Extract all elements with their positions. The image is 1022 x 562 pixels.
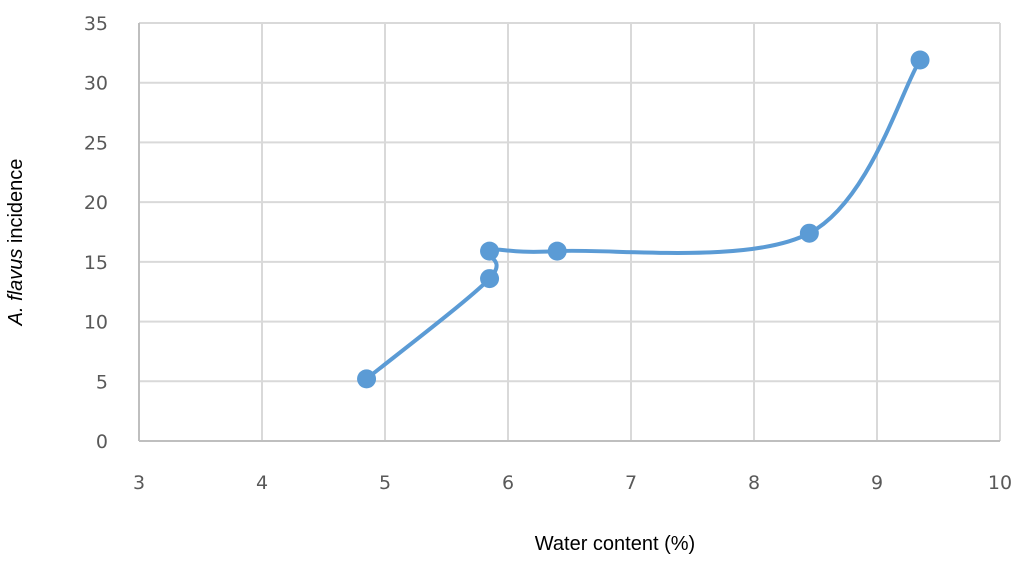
y-tick-label: 20 — [84, 192, 108, 214]
y-axis-tick-labels: 0 5 10 15 20 25 30 35 — [84, 13, 108, 453]
x-tick-label: 3 — [133, 472, 145, 494]
x-tick-label: 10 — [988, 472, 1012, 494]
x-tick-label: 5 — [379, 472, 391, 494]
y-tick-label: 10 — [84, 312, 108, 334]
x-axis-title: Water content (%) — [535, 533, 695, 555]
x-tick-label: 6 — [502, 472, 514, 494]
x-axis-tick-labels: 3 4 5 6 7 8 9 10 — [133, 472, 1012, 494]
data-point — [480, 241, 500, 261]
y-tick-label: 35 — [84, 13, 108, 35]
data-point — [547, 241, 567, 261]
y-tick-label: 25 — [84, 132, 108, 154]
x-tick-label: 8 — [748, 472, 760, 494]
y-axis-title: A. flavus incidence — [5, 159, 27, 327]
data-markers — [357, 50, 930, 389]
x-tick-label: 9 — [871, 472, 883, 494]
y-tick-label: 5 — [96, 371, 108, 393]
y-axis-title-rest: incidence — [5, 159, 27, 249]
x-tick-label: 4 — [256, 472, 268, 494]
y-tick-label: 30 — [84, 73, 108, 95]
data-point — [480, 269, 500, 289]
gridlines — [139, 22, 1001, 441]
series-line — [364, 58, 923, 381]
data-point — [910, 50, 930, 70]
y-axis-title-species: A. flavus — [5, 249, 27, 327]
y-tick-label: 15 — [84, 252, 108, 274]
data-point — [357, 369, 377, 389]
x-tick-label: 7 — [625, 472, 637, 494]
y-tick-label: 0 — [96, 431, 108, 453]
axes — [138, 23, 1000, 442]
data-point — [799, 223, 819, 243]
